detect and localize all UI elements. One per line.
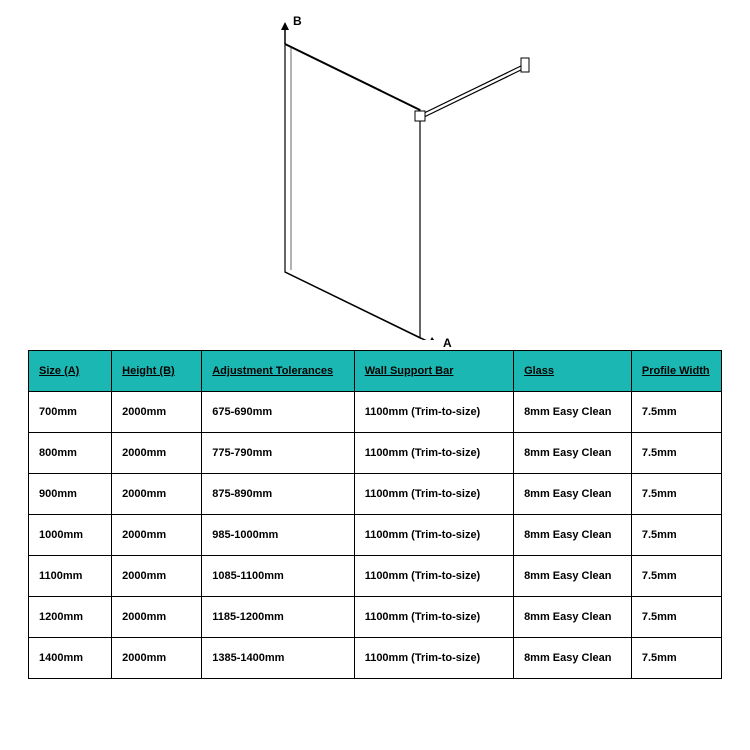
table-cell: 1100mm (Trim-to-size) [354,556,513,597]
table-row: 700mm2000mm675-690mm1100mm (Trim-to-size… [29,392,722,433]
support-bar-line2 [420,68,525,119]
bar-wall-plate [521,58,529,72]
table-cell: 700mm [29,392,112,433]
col-glass: Glass [514,351,632,392]
table-cell: 8mm Easy Clean [514,474,632,515]
table-cell: 2000mm [112,597,202,638]
table-cell: 1100mm (Trim-to-size) [354,638,513,679]
table-cell: 2000mm [112,392,202,433]
label-a: A [443,336,452,350]
table-cell: 7.5mm [631,392,721,433]
table-cell: 7.5mm [631,556,721,597]
table-cell: 900mm [29,474,112,515]
table-cell: 800mm [29,433,112,474]
col-size: Size (A) [29,351,112,392]
table-cell: 1100mm (Trim-to-size) [354,392,513,433]
spec-table: Size (A) Height (B) Adjustment Tolerance… [28,350,722,679]
table-cell: 8mm Easy Clean [514,556,632,597]
diagram-area: B A [0,0,750,350]
table-cell: 8mm Easy Clean [514,392,632,433]
table-cell: 1085-1100mm [202,556,354,597]
table-cell: 2000mm [112,474,202,515]
panel-svg [215,20,535,340]
page: B A Size (A) Height (B) Adjustment Toler… [0,0,750,750]
table-row: 1400mm2000mm1385-1400mm1100mm (Trim-to-s… [29,638,722,679]
table-cell: 7.5mm [631,515,721,556]
table-cell: 1100mm (Trim-to-size) [354,597,513,638]
table-row: 1000mm2000mm985-1000mm1100mm (Trim-to-si… [29,515,722,556]
table-cell: 1100mm [29,556,112,597]
glass-panel [285,44,420,338]
table-cell: 775-790mm [202,433,354,474]
table-cell: 1200mm [29,597,112,638]
table-cell: 1100mm (Trim-to-size) [354,433,513,474]
table-head: Size (A) Height (B) Adjustment Tolerance… [29,351,722,392]
table-cell: 7.5mm [631,638,721,679]
table-cell: 2000mm [112,515,202,556]
table-cell: 2000mm [112,433,202,474]
bar-bracket-glass [415,111,425,121]
table-cell: 8mm Easy Clean [514,433,632,474]
table-cell: 7.5mm [631,474,721,515]
table-cell: 7.5mm [631,597,721,638]
table-cell: 2000mm [112,638,202,679]
table-cell: 8mm Easy Clean [514,515,632,556]
table-cell: 2000mm [112,556,202,597]
table-cell: 8mm Easy Clean [514,638,632,679]
table-cell: 675-690mm [202,392,354,433]
table-cell: 8mm Easy Clean [514,597,632,638]
table-cell: 875-890mm [202,474,354,515]
table-cell: 1100mm (Trim-to-size) [354,474,513,515]
table-header-row: Size (A) Height (B) Adjustment Tolerance… [29,351,722,392]
table-cell: 1185-1200mm [202,597,354,638]
table-cell: 1100mm (Trim-to-size) [354,515,513,556]
table-cell: 1000mm [29,515,112,556]
col-height: Height (B) [112,351,202,392]
axis-b-arrowhead [281,22,289,30]
shower-panel-diagram: B A [215,20,535,340]
label-b: B [293,14,302,28]
table-cell: 1385-1400mm [202,638,354,679]
table-cell: 985-1000mm [202,515,354,556]
table-body: 700mm2000mm675-690mm1100mm (Trim-to-size… [29,392,722,679]
support-bar-line [420,64,525,115]
axis-a-arrowhead [427,337,439,340]
table-row: 800mm2000mm775-790mm1100mm (Trim-to-size… [29,433,722,474]
col-profile: Profile Width [631,351,721,392]
table-row: 1200mm2000mm1185-1200mm1100mm (Trim-to-s… [29,597,722,638]
table-row: 900mm2000mm875-890mm1100mm (Trim-to-size… [29,474,722,515]
spec-table-wrap: Size (A) Height (B) Adjustment Tolerance… [0,350,750,679]
col-support: Wall Support Bar [354,351,513,392]
table-cell: 1400mm [29,638,112,679]
table-cell: 7.5mm [631,433,721,474]
col-adjust: Adjustment Tolerances [202,351,354,392]
table-row: 1100mm2000mm1085-1100mm1100mm (Trim-to-s… [29,556,722,597]
